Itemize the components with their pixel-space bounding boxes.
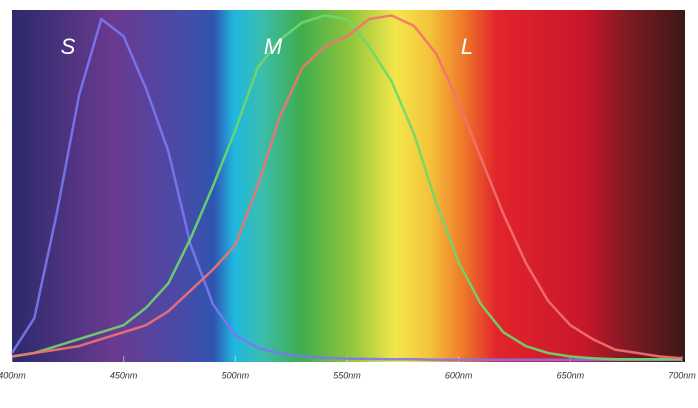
x-tick-label: 600nm: [445, 370, 473, 380]
curve-label: L: [461, 34, 473, 59]
series-line: [11, 14, 682, 361]
x-tick-label: 550nm: [333, 370, 361, 380]
x-tick-label: 500nm: [222, 370, 250, 380]
spectrum-background: [12, 10, 685, 362]
x-tick-label: 700nm: [668, 370, 696, 380]
curve-label: S: [61, 34, 76, 59]
x-tick-label: 450nm: [110, 370, 138, 380]
x-tick-label: 650nm: [557, 370, 585, 380]
curve-label: M: [264, 34, 283, 59]
x-tick-label: 400nm: [0, 370, 26, 380]
series-line: [10, 17, 682, 361]
series-line: [11, 14, 683, 360]
